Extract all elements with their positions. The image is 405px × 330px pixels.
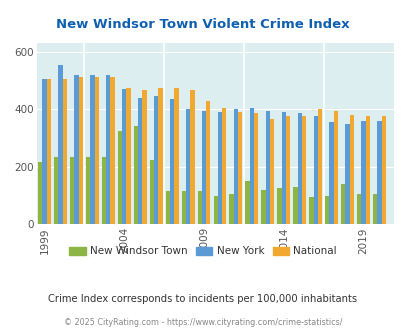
Bar bbox=[201, 111, 206, 224]
Bar bbox=[110, 78, 115, 224]
Bar bbox=[133, 126, 138, 224]
Bar bbox=[74, 75, 79, 224]
Bar bbox=[138, 98, 142, 224]
Bar bbox=[126, 87, 130, 224]
Bar bbox=[269, 119, 274, 224]
Bar bbox=[185, 109, 190, 224]
Bar bbox=[42, 79, 47, 224]
Bar bbox=[117, 131, 122, 224]
Bar bbox=[94, 78, 98, 224]
Bar bbox=[47, 79, 51, 224]
Bar bbox=[261, 190, 265, 224]
Bar bbox=[333, 111, 337, 224]
Bar bbox=[245, 181, 249, 224]
Bar bbox=[313, 116, 317, 224]
Bar bbox=[58, 64, 62, 224]
Bar bbox=[297, 114, 301, 224]
Bar bbox=[190, 90, 194, 224]
Bar bbox=[38, 162, 42, 224]
Bar bbox=[349, 115, 353, 224]
Legend: New Windsor Town, New York, National: New Windsor Town, New York, National bbox=[65, 242, 340, 260]
Bar bbox=[372, 194, 376, 224]
Bar bbox=[281, 112, 285, 224]
Text: New Windsor Town Violent Crime Index: New Windsor Town Violent Crime Index bbox=[56, 18, 349, 31]
Text: Crime Index corresponds to incidents per 100,000 inhabitants: Crime Index corresponds to incidents per… bbox=[48, 294, 357, 304]
Bar bbox=[217, 112, 222, 224]
Bar bbox=[254, 114, 258, 224]
Bar bbox=[324, 196, 328, 224]
Bar bbox=[328, 122, 333, 224]
Bar bbox=[277, 188, 281, 224]
Bar bbox=[206, 101, 210, 224]
Bar bbox=[197, 191, 201, 224]
Bar bbox=[165, 191, 170, 224]
Bar bbox=[356, 194, 360, 224]
Bar bbox=[149, 160, 153, 224]
Bar bbox=[317, 109, 321, 224]
Bar bbox=[285, 116, 290, 224]
Bar bbox=[233, 109, 237, 224]
Bar bbox=[237, 112, 242, 224]
Bar bbox=[229, 194, 233, 224]
Bar bbox=[102, 157, 106, 224]
Bar bbox=[181, 191, 185, 224]
Bar bbox=[142, 90, 146, 224]
Bar bbox=[309, 197, 313, 224]
Bar bbox=[79, 78, 83, 224]
Bar bbox=[265, 111, 269, 224]
Bar bbox=[376, 121, 381, 224]
Bar bbox=[381, 116, 385, 224]
Bar bbox=[365, 116, 369, 224]
Bar bbox=[345, 123, 349, 224]
Bar bbox=[90, 75, 94, 224]
Bar bbox=[70, 157, 74, 224]
Bar bbox=[292, 187, 297, 224]
Bar bbox=[106, 75, 110, 224]
Bar bbox=[62, 79, 67, 224]
Bar bbox=[158, 87, 162, 224]
Bar bbox=[54, 157, 58, 224]
Bar bbox=[249, 108, 254, 224]
Bar bbox=[86, 157, 90, 224]
Bar bbox=[222, 108, 226, 224]
Bar bbox=[153, 96, 158, 224]
Bar bbox=[213, 196, 217, 224]
Bar bbox=[170, 99, 174, 224]
Bar bbox=[340, 184, 345, 224]
Bar bbox=[360, 121, 365, 224]
Bar bbox=[174, 87, 178, 224]
Bar bbox=[122, 89, 126, 224]
Bar bbox=[301, 116, 305, 224]
Text: © 2025 CityRating.com - https://www.cityrating.com/crime-statistics/: © 2025 CityRating.com - https://www.city… bbox=[64, 318, 341, 327]
